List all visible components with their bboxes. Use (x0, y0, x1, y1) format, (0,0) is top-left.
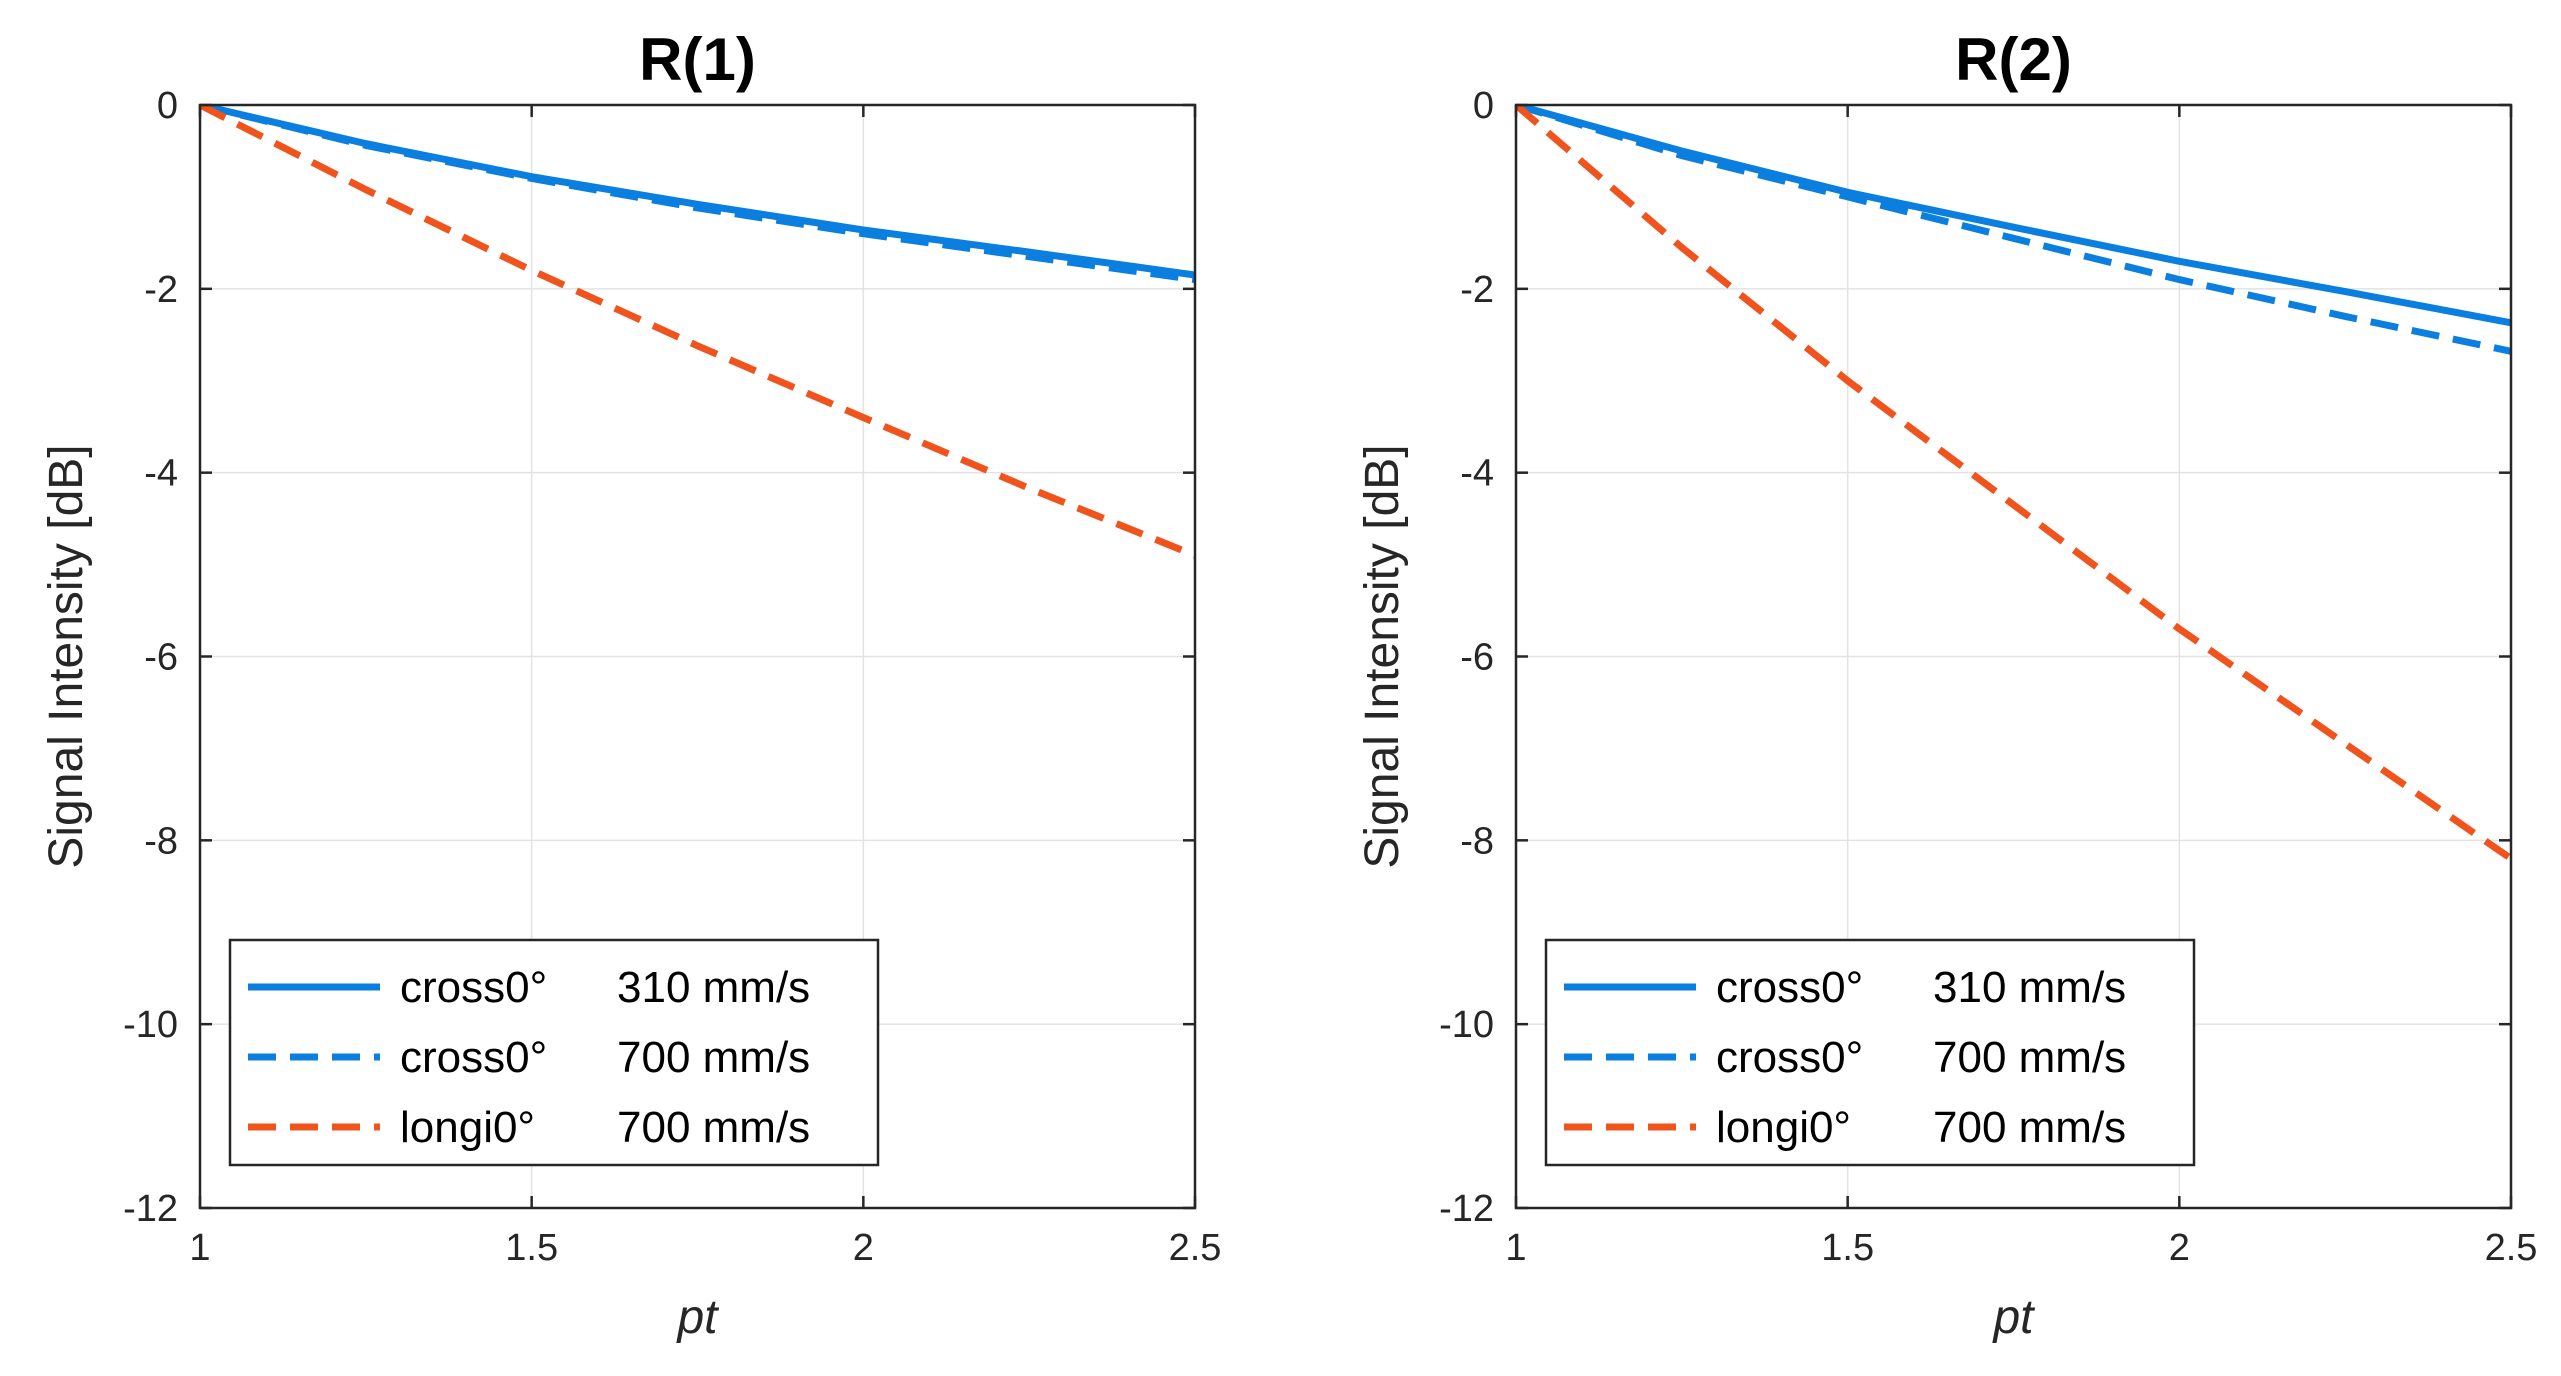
legend: cross0° 310 mm/s cross0° 700 mm/s longi0° 700… (228, 938, 880, 1167)
y-tick-label: 0 (1473, 85, 1494, 127)
x-tick-label: 1.5 (1821, 1227, 1874, 1269)
x-tick-label: 2.5 (1169, 1227, 1222, 1269)
x-tick-label: 2 (853, 1227, 874, 1269)
y-tick-label: -4 (1460, 453, 1494, 495)
y-tick-label: -10 (123, 1004, 178, 1046)
x-tick-label: 1.5 (505, 1227, 558, 1269)
x-tick-label: 1 (189, 1227, 210, 1269)
series-line-2 (200, 105, 1195, 284)
y-tick-label: -4 (144, 453, 178, 495)
y-axis-label: Signal Intensity [dB] (40, 444, 93, 868)
legend-entry-name: cross0° (400, 963, 547, 1012)
x-tick-label: 1 (1505, 1227, 1526, 1269)
x-axis-label: pt (1991, 1291, 2035, 1344)
legend: cross0° 310 mm/s cross0° 700 mm/s longi0° 700… (1544, 938, 2196, 1167)
y-axis-label: Signal Intensity [dB] (1356, 444, 1409, 868)
chart-panel-1: 1 1.5 2 2.5 0 -2 -4 -6 -8 -10 -12 R(1) pt Signal Inte… (40, 26, 1221, 1344)
x-tick-label: 2.5 (2485, 1227, 2538, 1269)
y-tick-label: -12 (123, 1188, 178, 1230)
legend-entry-name: longi0° (400, 1103, 535, 1152)
legend-entry-name: longi0° (1716, 1103, 1851, 1152)
legend-entry-speed: 310 mm/s (617, 963, 810, 1012)
series-line-2 (1516, 105, 2511, 355)
y-tick-label: 0 (157, 85, 178, 127)
legend-entry-name: cross0° (1716, 1033, 1863, 1082)
legend-entry-speed: 700 mm/s (617, 1103, 810, 1152)
legend-entry-speed: 700 mm/s (1933, 1103, 2126, 1152)
y-tick-label: -6 (144, 637, 178, 679)
y-tick-label: -2 (1460, 269, 1494, 311)
series-line-1 (1516, 105, 2511, 327)
chart-title: R(1) (639, 26, 756, 93)
y-tick-label: -12 (1439, 1188, 1494, 1230)
series-line-3 (200, 105, 1195, 559)
legend-entry-speed: 700 mm/s (1933, 1033, 2126, 1082)
y-tick-label: -2 (144, 269, 178, 311)
chart-title: R(2) (1955, 26, 2072, 93)
x-axis-label: pt (675, 1291, 719, 1344)
y-tick-label: -8 (1460, 820, 1494, 862)
legend-entry-name: cross0° (400, 1033, 547, 1082)
legend-entry-name: cross0° (1716, 963, 1863, 1012)
series-line-3 (1516, 105, 2511, 862)
legend-entry-speed: 310 mm/s (1933, 963, 2126, 1012)
y-tick-label: -6 (1460, 637, 1494, 679)
chart-panel-2: 1 1.5 2 2.5 0 -2 -4 -6 -8 -10 -12 R(2) pt Signal Inte… (1356, 26, 2537, 1344)
legend-entry-speed: 700 mm/s (617, 1033, 810, 1082)
y-tick-label: -10 (1439, 1004, 1494, 1046)
y-tick-label: -8 (144, 820, 178, 862)
x-tick-label: 2 (2169, 1227, 2190, 1269)
